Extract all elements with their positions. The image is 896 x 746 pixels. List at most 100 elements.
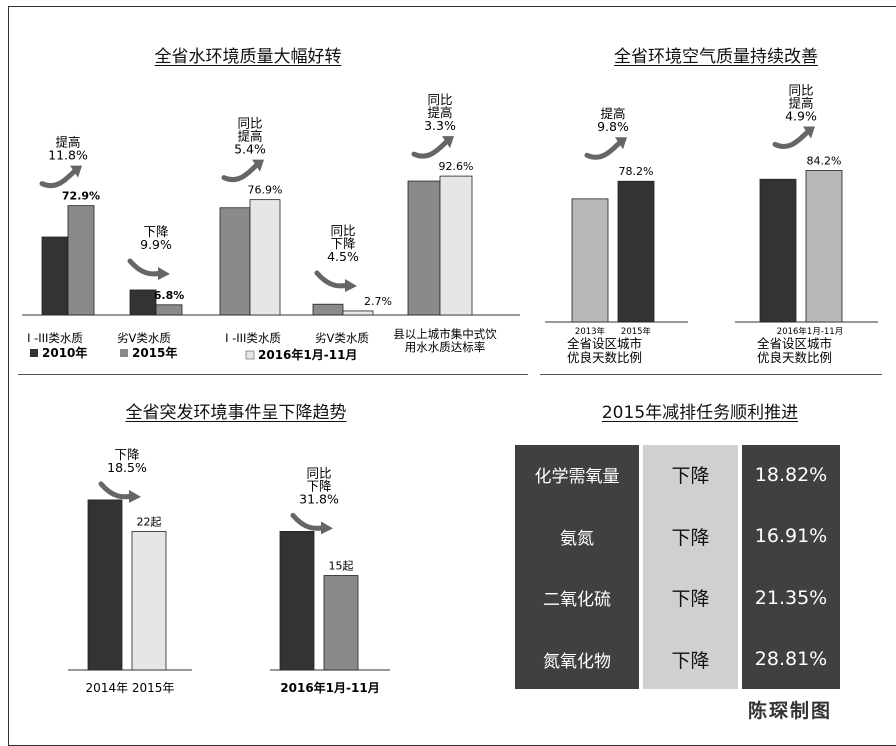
incidents-value-label-1: 15起	[329, 560, 354, 573]
water-bar-3-1	[342, 310, 374, 316]
change-cell: 下降	[639, 567, 742, 629]
reduction-table-title: 2015年减排任务顺利推进	[601, 403, 799, 423]
water-arrow-1	[127, 258, 165, 277]
air-annotation-1-line-2: 4.9%	[785, 108, 817, 123]
water-bar-2-0	[219, 207, 251, 316]
water-value-label-0: 72.9%	[62, 190, 100, 203]
air-value-label-0: 78.2%	[619, 165, 654, 178]
air-annotation-1-line-1: 提高	[788, 95, 813, 110]
incidents-chart-title: 全省突发环境事件呈下降趋势	[125, 403, 347, 423]
air-tick-label-0-0: 2013年	[575, 326, 606, 337]
reduction-row: 氮氧化物 下降 28.81%	[515, 628, 840, 689]
pollutant-cell: 二氧化硫	[515, 567, 641, 629]
water-category-label-3: 劣Ⅴ类水质	[315, 331, 369, 345]
water-category-label-4b: 用水水质达标率	[405, 340, 486, 354]
water-bar-3-0	[312, 303, 344, 316]
legend-swatch-2015	[120, 349, 128, 357]
value-cell: 28.81%	[740, 628, 840, 689]
incidents-annotation-1-line-1: 下降	[306, 478, 332, 493]
change-cell: 下降	[639, 628, 742, 689]
water-annotation-4-line-2: 3.3%	[424, 118, 456, 133]
water-arrow-1-head	[158, 267, 170, 280]
water-category-label-4a: 县以上城市集中式饮	[393, 327, 497, 341]
incidents-arrow-0	[98, 481, 136, 500]
air-bar-0-1	[617, 180, 655, 323]
air-annotation-0-line-1: 9.8%	[597, 119, 629, 134]
legend-swatch-2016	[245, 350, 255, 360]
water-annotation-4-line-0: 同比	[427, 92, 452, 107]
incidents-arrow-1	[290, 512, 328, 531]
water-annotation-3-line-1: 下降	[330, 236, 356, 251]
air-bar-1-1	[805, 170, 843, 323]
air-arrow-0	[584, 140, 622, 160]
water-annotation-2-line-1: 提高	[237, 129, 262, 144]
incidents-annotation-0-line-1: 18.5%	[107, 460, 147, 475]
air-bar-1-0	[759, 178, 797, 323]
water-bar-4-0	[407, 180, 441, 316]
change-cell: 下降	[639, 445, 742, 506]
air-tick-label-0-1: 2015年	[621, 326, 652, 337]
water-arrow-0-head	[70, 165, 82, 178]
divider-water	[18, 374, 528, 375]
water-bar-4-1	[439, 175, 473, 316]
water-annotation-4-line-1: 提高	[427, 105, 452, 120]
water-bar-1-0	[129, 289, 157, 316]
water-category-label-1: 劣Ⅴ类水质	[117, 331, 171, 345]
incidents-bar-1-1	[323, 575, 359, 671]
reduction-row: 化学需氧量 下降 18.82%	[515, 445, 840, 506]
air-annotation-0-line-0: 提高	[600, 106, 625, 121]
incidents-bar-0-0	[87, 499, 123, 671]
water-bar-0-0	[41, 236, 69, 316]
incidents-annotation-1-line-0: 同比	[306, 465, 331, 480]
incidents-annotation-0-line-0: 下降	[114, 447, 140, 462]
legend-label-2010: 2010年	[42, 345, 87, 360]
change-cell: 下降	[639, 505, 742, 567]
water-arrow-0	[39, 169, 77, 189]
air-arrow-1	[772, 129, 810, 149]
incidents-bar-1-0	[279, 531, 315, 671]
water-arrow-4	[411, 139, 449, 159]
water-value-label-1: 6.8%	[154, 289, 185, 302]
water-value-label-3: 2.7%	[364, 295, 392, 308]
incidents-arrow-1-head	[321, 521, 333, 535]
air-arrow-0-head	[615, 137, 627, 150]
water-bar-0-1	[67, 205, 95, 316]
air-tick-label-1-1: 2016年1月-11月	[777, 326, 843, 337]
water-value-label-2: 76.9%	[248, 184, 283, 197]
credit-text: 陈琛制图	[748, 700, 833, 722]
air-category-label-0a: 全省设区城市	[567, 336, 642, 351]
water-arrow-2	[221, 163, 259, 183]
value-cell: 16.91%	[740, 505, 840, 567]
water-chart-title: 全省水环境质量大幅好转	[154, 47, 342, 67]
value-cell: 21.35%	[740, 567, 840, 629]
pollutant-cell: 化学需氧量	[515, 445, 641, 506]
water-annotation-1-line-0: 下降	[143, 224, 169, 239]
incidents-arrow-0-head	[129, 489, 141, 503]
water-annotation-2-line-0: 同比	[237, 116, 262, 131]
water-arrow-3	[314, 270, 352, 289]
water-bar-2-1	[249, 199, 281, 316]
value-cell: 18.82%	[740, 445, 840, 506]
water-bar-1-1	[155, 304, 183, 316]
water-annotation-0-line-1: 11.8%	[48, 148, 88, 163]
water-arrow-4-head	[442, 136, 454, 149]
water-annotation-1-line-1: 9.9%	[140, 237, 172, 252]
legend-label-2016: 2016年1月-11月	[258, 347, 357, 362]
air-arrow-1-head	[803, 126, 815, 139]
air-category-label-1b: 优良天数比例	[757, 350, 832, 365]
water-annotation-2-line-2: 5.4%	[234, 142, 266, 157]
pollutant-cell: 氮氧化物	[515, 628, 641, 689]
water-category-label-0: I -III类水质	[27, 331, 83, 345]
incidents-bar-0-1	[131, 531, 167, 671]
air-annotation-1-line-0: 同比	[788, 82, 813, 97]
air-bar-0-0	[571, 198, 609, 323]
legend-label-2015: 2015年	[132, 345, 177, 360]
air-chart-title: 全省环境空气质量持续改善	[614, 47, 818, 67]
water-arrow-2-head	[252, 159, 264, 172]
incidents-value-label-0: 22起	[137, 515, 162, 528]
water-arrow-3-head	[345, 279, 357, 292]
incidents-axis-label-1: 2016年1月-11月	[280, 680, 379, 695]
legend-swatch-2010	[30, 349, 38, 357]
water-category-label-2: I -III类水质	[225, 331, 281, 345]
